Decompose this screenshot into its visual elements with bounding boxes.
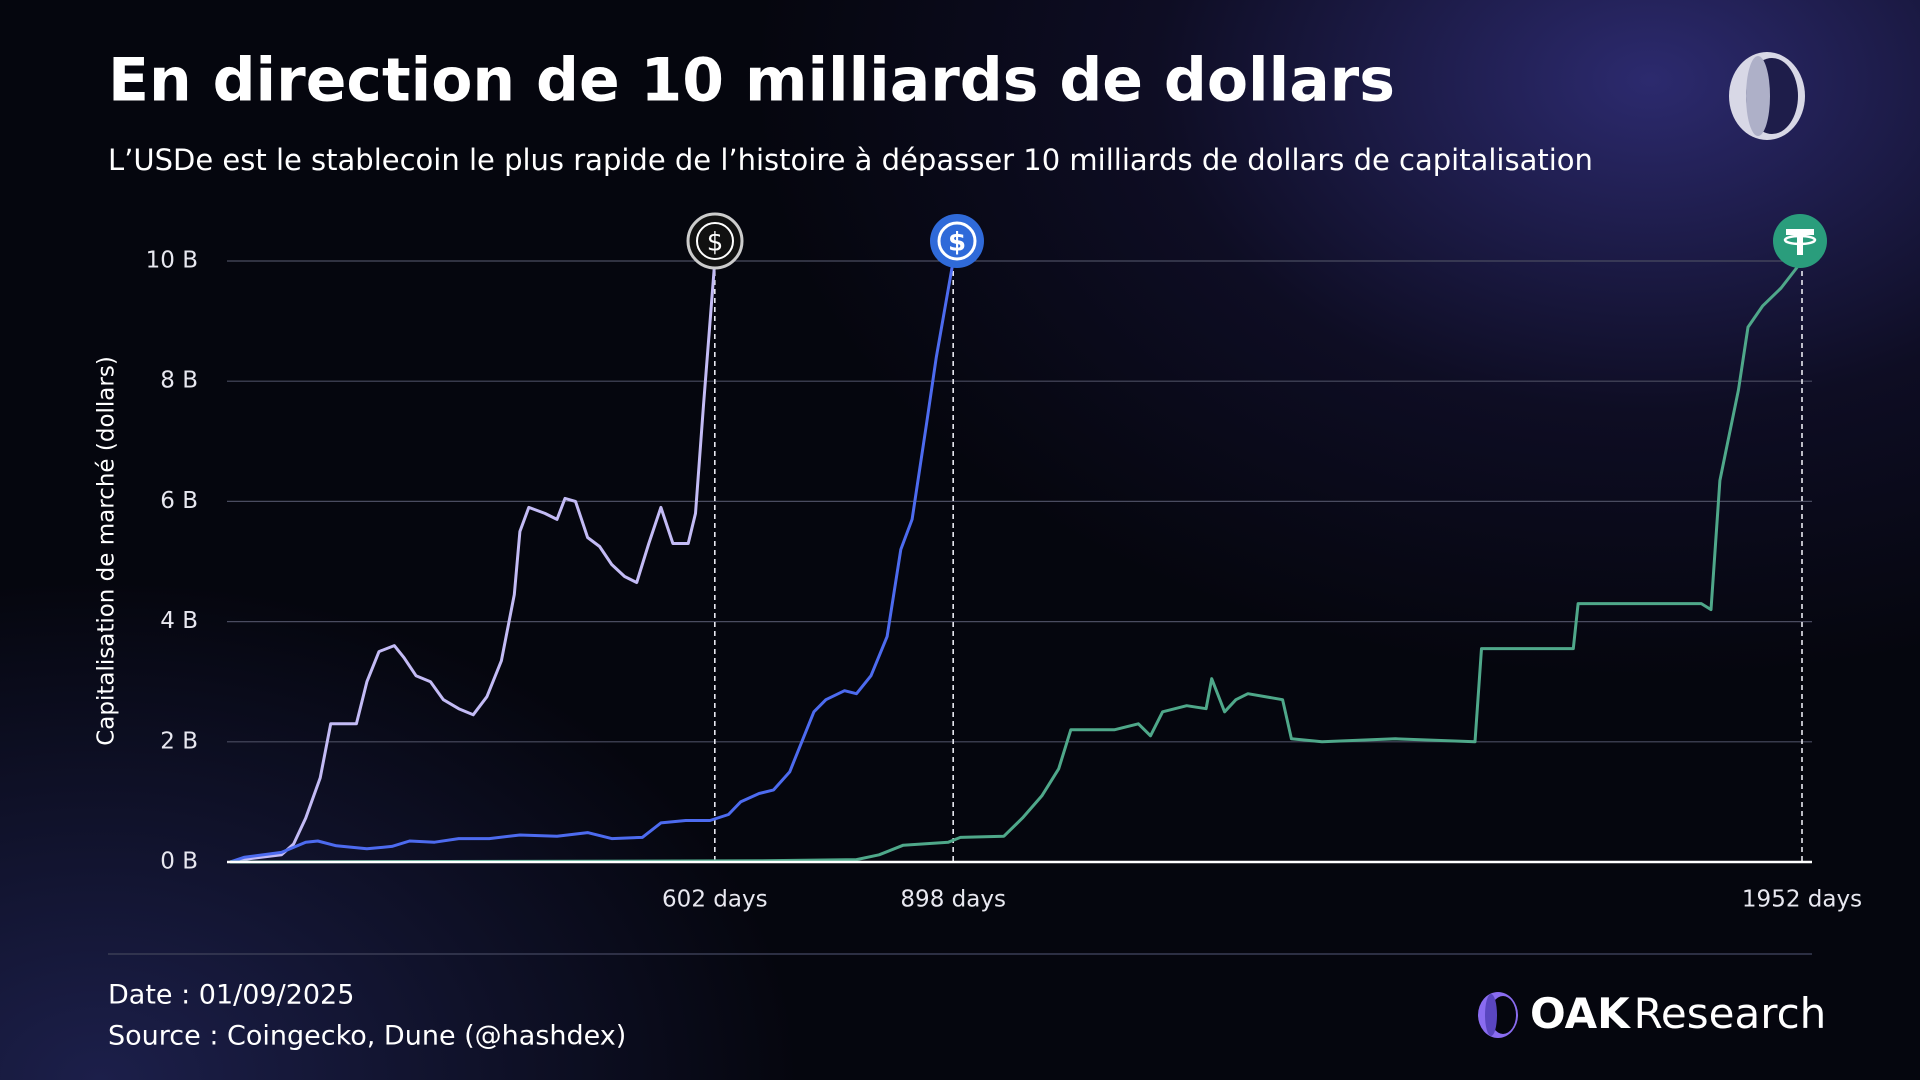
y-tick-label: 6 B bbox=[160, 488, 198, 514]
brand-logo-icon bbox=[1478, 992, 1518, 1038]
svg-text:$: $ bbox=[948, 228, 966, 258]
usdt-icon bbox=[1773, 214, 1827, 268]
y-tick-label: 4 B bbox=[160, 608, 198, 634]
chart-subtitle: L’USDe est le stablecoin le plus rapide … bbox=[108, 143, 1593, 177]
brand-bold: OAK bbox=[1530, 989, 1631, 1038]
y-tick-label: 8 B bbox=[160, 368, 198, 394]
footer-source: Source : Coingecko, Dune (@hashdex) bbox=[108, 1021, 626, 1052]
x-tick-label: 602 days bbox=[662, 887, 768, 913]
brand: OAKResearch bbox=[1530, 989, 1826, 1038]
usde-icon: $ bbox=[686, 212, 744, 270]
usdc-icon: $ bbox=[930, 214, 984, 268]
y-tick-label: 10 B bbox=[146, 248, 198, 274]
x-tick-label: 1952 days bbox=[1742, 887, 1862, 913]
series-line bbox=[229, 260, 717, 864]
series-line bbox=[229, 260, 1804, 864]
y-tick-label: 2 B bbox=[160, 728, 198, 754]
footer-date: Date : 01/09/2025 bbox=[108, 980, 354, 1011]
x-tick-label: 898 days bbox=[900, 887, 1006, 913]
y-axis-label: Capitalisation de marché (dollars) bbox=[94, 356, 120, 746]
series-line bbox=[229, 260, 955, 864]
logo-ring bbox=[1729, 52, 1805, 140]
y-tick-label: 0 B bbox=[160, 849, 198, 875]
svg-text:$: $ bbox=[707, 228, 724, 258]
chart-title: En direction de 10 milliards de dollars bbox=[108, 46, 1395, 116]
brand-light: Research bbox=[1634, 989, 1827, 1038]
